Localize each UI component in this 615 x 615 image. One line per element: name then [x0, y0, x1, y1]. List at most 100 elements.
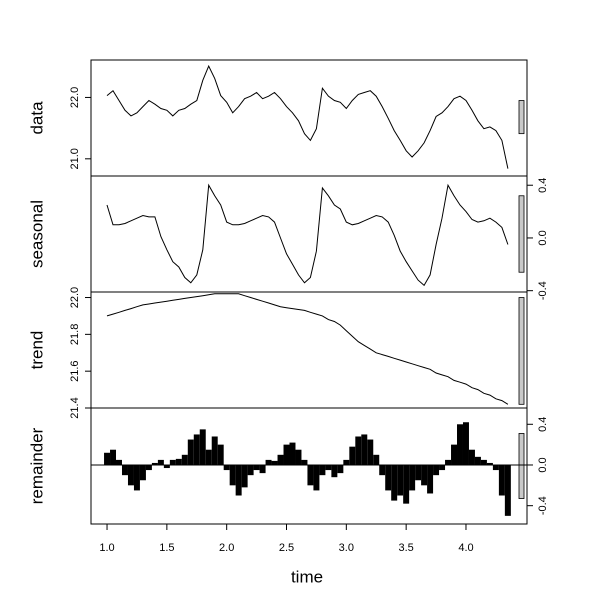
remainder-bar	[445, 459, 452, 465]
remainder-bar	[127, 464, 134, 486]
remainder-bar	[474, 456, 481, 465]
panel-frame	[90, 291, 528, 409]
remainder-bar	[403, 464, 410, 504]
remainder-bar	[480, 459, 487, 465]
remainder-bar	[433, 464, 440, 476]
remainder-bar	[439, 464, 446, 471]
y-tick-label: -0.4	[537, 281, 549, 300]
remainder-bar	[313, 464, 320, 491]
remainder-bar	[133, 464, 140, 491]
remainder-bar	[199, 429, 206, 465]
remainder-bar	[391, 464, 398, 501]
remainder-bar	[373, 454, 380, 465]
range-bar	[518, 297, 525, 405]
remainder-bar	[223, 464, 230, 471]
remainder-bar	[331, 464, 338, 478]
x-tick-label: 4.0	[458, 542, 473, 554]
remainder-bar	[451, 444, 458, 465]
remainder-bar	[349, 446, 356, 465]
remainder-bar	[211, 436, 218, 465]
remainder-bar	[121, 464, 128, 476]
y-tick-label: 21.8	[69, 324, 81, 345]
y-axis-label: remainder	[27, 427, 46, 504]
y-axis-label: data	[27, 101, 46, 135]
remainder-bar	[169, 459, 176, 465]
x-tick-label: 1.5	[159, 542, 174, 554]
range-bar	[518, 433, 525, 499]
remainder-bar	[307, 464, 314, 486]
y-tick-label: 22.0	[69, 87, 81, 108]
remainder-bar	[397, 464, 404, 496]
remainder-bar	[145, 464, 152, 471]
remainder-bar	[492, 464, 499, 471]
remainder-bar	[468, 449, 475, 465]
remainder-bar	[110, 449, 117, 465]
remainder-bar	[259, 464, 266, 474]
y-tick-label: 0.4	[537, 178, 549, 193]
y-tick-label: -0.4	[537, 496, 549, 515]
remainder-bar	[367, 439, 374, 465]
range-bar	[518, 100, 525, 135]
panel-frame	[90, 175, 528, 293]
remainder-bar	[157, 459, 164, 465]
remainder-bar	[265, 459, 272, 465]
remainder-bar	[187, 439, 194, 465]
remainder-bar	[295, 449, 302, 465]
remainder-bar	[139, 464, 146, 481]
x-tick-label: 2.5	[279, 542, 294, 554]
remainder-bar	[175, 458, 182, 465]
remainder-bar	[205, 449, 212, 465]
remainder-bar	[289, 442, 296, 465]
remainder-bar	[301, 459, 308, 465]
remainder-bar	[193, 434, 200, 465]
remainder-bar	[151, 462, 158, 465]
remainder-bar	[247, 464, 254, 476]
remainder-bar	[462, 422, 469, 465]
remainder-bar	[427, 464, 434, 494]
x-axis-label: time	[291, 567, 323, 586]
series-line	[106, 183, 509, 287]
remainder-bar	[379, 464, 386, 476]
remainder-bar	[235, 464, 242, 496]
series-line	[106, 64, 509, 169]
remainder-bar	[385, 464, 392, 491]
remainder-bar	[498, 464, 505, 496]
remainder-bar	[421, 464, 428, 486]
y-tick-label: 0.0	[537, 230, 549, 245]
remainder-bar	[343, 459, 350, 465]
remainder-bar	[319, 464, 326, 476]
y-axis-label: trend	[27, 331, 46, 370]
remainder-bar	[277, 454, 284, 465]
y-tick-label: 0.4	[537, 417, 549, 432]
y-tick-label: 21.4	[69, 397, 81, 418]
x-tick-label: 1.0	[99, 542, 114, 554]
remainder-bar	[104, 452, 111, 465]
panel-frame	[90, 407, 528, 525]
remainder-bar	[271, 460, 278, 465]
y-tick-label: 0.0	[537, 457, 549, 472]
panel-frame	[90, 59, 528, 177]
x-tick-label: 3.5	[399, 542, 414, 554]
y-axis-label: seasonal	[27, 200, 46, 268]
x-tick-label: 3.0	[339, 542, 354, 554]
remainder-bar	[325, 464, 332, 471]
remainder-bar	[415, 464, 422, 481]
remainder-bar	[116, 459, 122, 465]
remainder-bar	[217, 444, 224, 465]
remainder-bar	[229, 464, 236, 486]
remainder-bar	[355, 436, 362, 465]
remainder-bar	[409, 464, 416, 491]
range-bar	[518, 195, 525, 273]
remainder-bar	[337, 464, 344, 474]
y-tick-label: 21.6	[69, 360, 81, 381]
remainder-bar	[241, 464, 248, 488]
y-tick-label: 21.0	[69, 148, 81, 169]
remainder-bar	[163, 464, 170, 469]
series-line	[106, 293, 509, 405]
remainder-bar	[361, 434, 368, 465]
remainder-bar	[253, 464, 260, 471]
remainder-bar	[486, 462, 493, 465]
remainder-bar	[181, 454, 188, 465]
y-tick-label: 22.0	[69, 287, 81, 308]
